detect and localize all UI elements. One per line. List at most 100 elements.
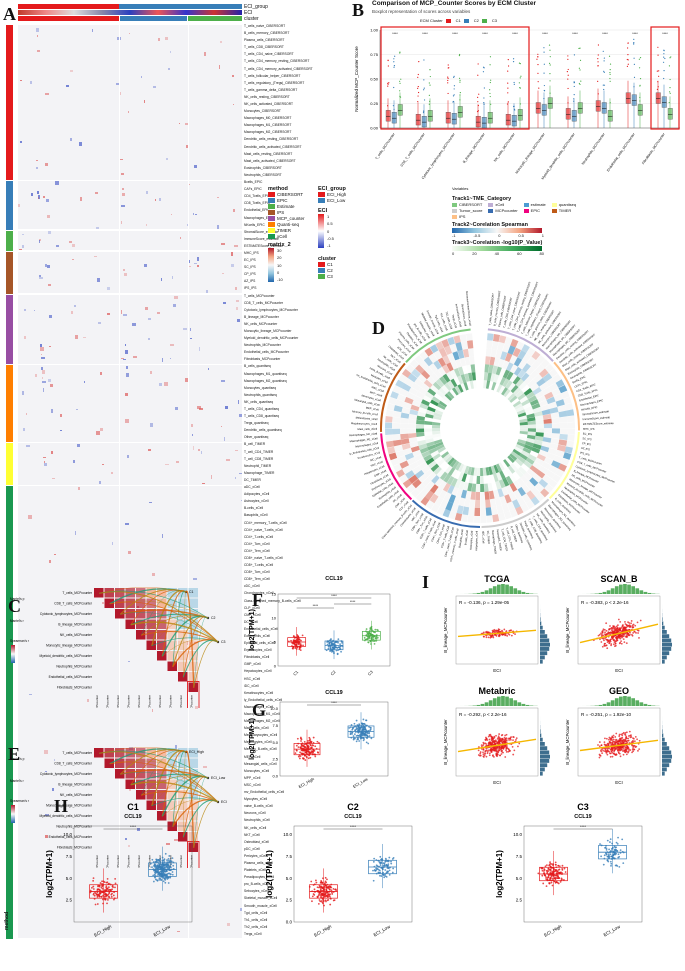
heat-cell [145,223,147,227]
b-outlier [597,61,599,63]
jitter-point [348,726,351,729]
track2-tick: -1 [452,233,456,238]
c-edge [161,590,187,657]
i-top-hist-bar [606,702,611,706]
i-point [598,756,601,759]
e-cell [167,769,177,779]
d-cell [502,360,510,370]
b-outlier [597,80,599,82]
c-row-label: Fibroblasts_MCPcounter [57,686,93,690]
i-point [603,750,606,753]
jitter-point [324,893,327,896]
legend-eci-group: ECI_group ECI_High ECI_Low ECI 1 0.5 0 -0.5-… [318,186,346,248]
i-point [488,738,491,741]
d-label: Macrophage_TIMER [491,530,498,554]
i-point [482,751,484,754]
d-cell [450,378,458,388]
d-cell [468,475,474,484]
jitter-point [604,846,606,849]
jitter-point [313,888,316,891]
b-outlier [548,62,551,64]
d-cell [452,460,460,470]
heat-cell [186,144,189,149]
heat-cell [203,765,207,768]
jitter-point [319,881,322,884]
jitter-point [548,882,551,885]
i-point [631,626,634,629]
b-outlier [387,59,389,62]
i-point [616,746,619,749]
heat-cell [42,380,46,384]
heat-cell [73,460,76,463]
i-point [507,632,510,635]
heat-cell [76,444,81,448]
jitter-point [384,869,387,871]
jitter-point [113,898,115,901]
i-point [609,742,612,744]
d-cell [517,369,526,379]
d-cell [435,341,444,351]
d-cell [427,444,437,451]
i-right-hist-bar [662,750,672,755]
d-cell [508,491,517,502]
d-cell [421,399,430,407]
heat-cell [40,347,44,351]
c-cell [178,651,188,661]
b-outlier [453,88,455,90]
d-cell [416,428,425,433]
d-cell [434,487,443,497]
c-cell [167,609,177,619]
jitter-point [318,886,320,889]
b-outlier [387,105,389,107]
method-legend-item: xCell [268,234,305,240]
heat-cell [129,789,132,791]
jitter-point [107,893,110,896]
d-cell [467,482,473,492]
heatmap-row-label: Skeletal_muscle_xCell [244,896,278,901]
d-cell [388,397,397,405]
jitter-point [380,875,383,877]
i-point [630,620,633,622]
jitter-point [295,744,298,747]
d-cell [532,461,542,470]
d-cell [549,443,559,450]
heatmap-row-label: CD8+_naive_T-cells_xCell [244,555,283,560]
heatmap-row-label: NK_cells_activated_CIBERSORT [244,102,294,107]
jitter-point [103,889,106,892]
i-right-hist-bar [662,746,670,751]
d-cell [515,378,524,388]
d-cell [543,428,552,434]
d-cell [409,441,419,448]
d-cell [529,383,540,392]
heat-cell [157,311,160,315]
d-cell [531,350,541,361]
b-outlier [520,75,522,77]
jitter-point [607,860,610,863]
d-cell [408,418,417,425]
heat-gap [187,486,189,939]
jitter-point [327,899,330,901]
heatmap-row-label: Myeloid_dendritic_cells_MCPcounter [244,336,299,341]
d-cell [432,428,441,432]
jitter-point [613,845,616,848]
heatmap-row-label: Macrophages_M2_CIBERSORT [244,130,292,135]
d-cell [425,457,435,466]
d-cell [452,351,460,361]
i-point [606,638,609,641]
b-outlier [639,85,641,87]
jitter-point [561,878,563,881]
heat-section [18,230,242,251]
heat-cell [116,82,120,86]
b-outlier [453,94,455,96]
b-outlier [393,58,395,60]
heatmap-row-label: StromalScore_estimate [244,229,279,234]
b-outlier [603,71,605,73]
i-point [495,734,497,737]
b-outlier [423,59,425,61]
d-cell [518,466,527,475]
d-cell [460,489,468,499]
d-cell [411,400,422,408]
d-cell [442,482,451,492]
heat-cell [71,243,75,248]
d-cell [475,491,480,500]
